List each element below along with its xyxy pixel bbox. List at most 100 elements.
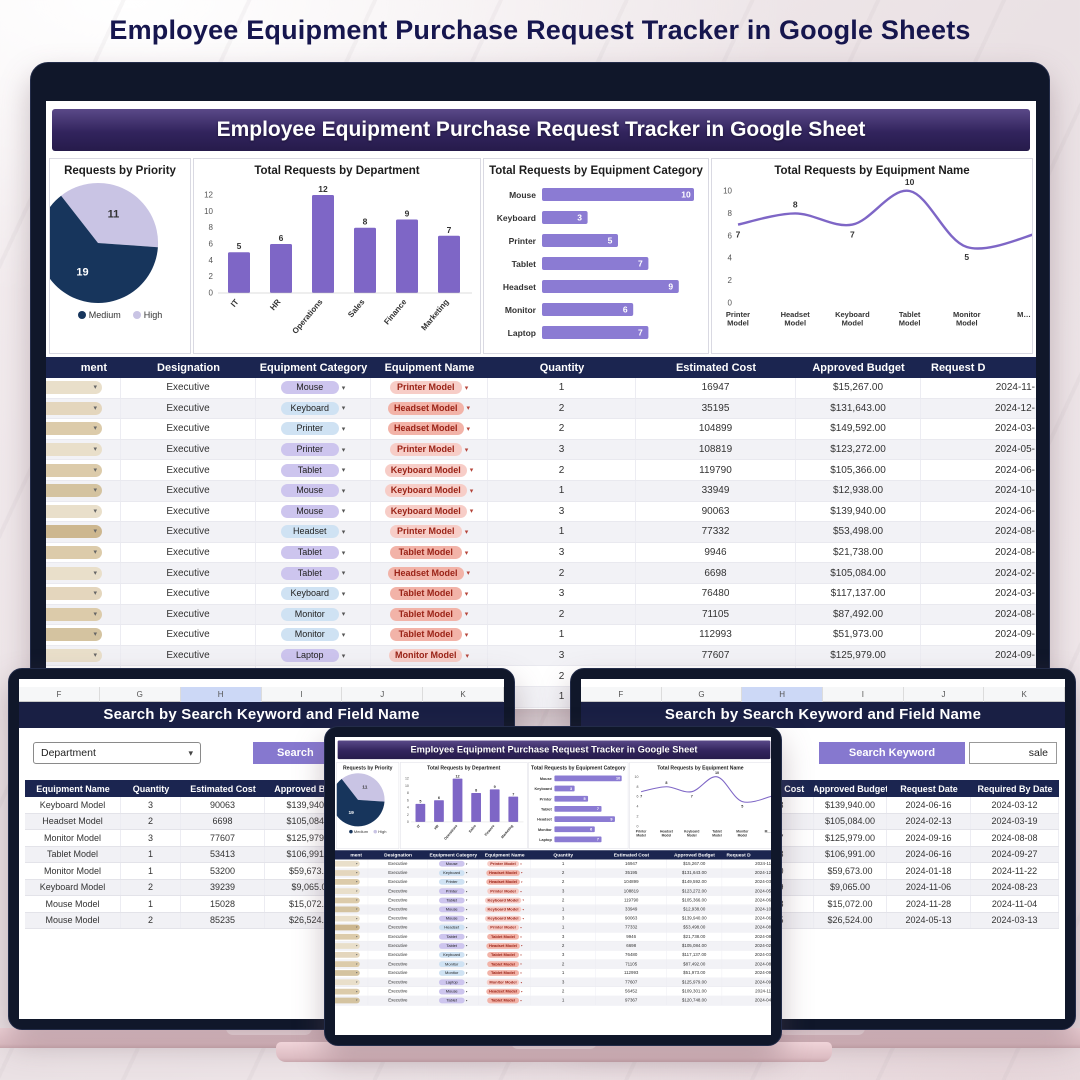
equipment-name-dropdown[interactable]: Keyboard Model (384, 484, 467, 498)
equipment-name-dropdown[interactable]: Keyboard Model (384, 504, 467, 518)
department-dropdown[interactable]: ▾ (46, 463, 102, 477)
department-dropdown[interactable]: ▾ (335, 988, 360, 995)
column-header-I[interactable]: I (823, 687, 904, 702)
column-header-K[interactable]: K (423, 687, 504, 702)
department-dropdown[interactable]: ▾ (335, 961, 360, 967)
department-dropdown[interactable]: ▾ (335, 906, 360, 913)
department-dropdown[interactable]: ▾ (46, 546, 102, 560)
department-dropdown[interactable]: ▾ (335, 897, 360, 904)
department-dropdown[interactable]: ▾ (46, 628, 102, 642)
equipment-name-dropdown[interactable]: Tablet Model (389, 628, 462, 642)
department-dropdown[interactable]: ▾ (46, 504, 102, 518)
equipment-category-dropdown[interactable]: Printer (280, 422, 339, 436)
equipment-category-dropdown[interactable]: Tablet (280, 463, 339, 477)
equipment-name-dropdown[interactable]: Printer Model (487, 888, 519, 895)
equipment-category-dropdown[interactable]: Mouse (280, 484, 339, 498)
equipment-name-dropdown[interactable]: Tablet Model (487, 952, 519, 958)
equipment-category-dropdown[interactable]: Mouse (438, 915, 465, 922)
equipment-name-dropdown[interactable]: Headset Model (486, 942, 520, 949)
equipment-name-dropdown[interactable]: Headset Model (486, 879, 520, 885)
equipment-category-dropdown[interactable]: Monitor (438, 970, 465, 977)
column-header-K[interactable]: K (984, 687, 1065, 702)
equipment-category-dropdown[interactable]: Laptop (280, 649, 339, 663)
equipment-name-dropdown[interactable]: Headset Model (486, 870, 520, 876)
equipment-name-dropdown[interactable]: Monitor Model (486, 979, 520, 986)
department-dropdown[interactable]: ▾ (335, 861, 360, 867)
equipment-category-dropdown[interactable]: Keyboard (438, 870, 465, 876)
equipment-category-dropdown[interactable]: Printer (438, 879, 465, 885)
column-header-J[interactable]: J (904, 687, 985, 702)
equipment-name-dropdown[interactable]: Tablet Model (487, 997, 519, 1004)
equipment-name-dropdown[interactable]: Headset Model (387, 422, 464, 436)
department-dropdown[interactable]: ▾ (335, 942, 360, 949)
department-dropdown[interactable]: ▾ (335, 879, 360, 885)
column-header-G[interactable]: G (100, 687, 181, 702)
department-dropdown[interactable]: ▾ (335, 915, 360, 922)
department-dropdown[interactable]: ▾ (46, 443, 102, 457)
equipment-name-dropdown[interactable]: Tablet Model (389, 607, 462, 621)
equipment-name-dropdown[interactable]: Printer Model (487, 861, 519, 867)
equipment-category-dropdown[interactable]: Tablet (438, 897, 465, 904)
equipment-name-dropdown[interactable]: Keyboard Model (484, 906, 522, 913)
equipment-category-dropdown[interactable]: Laptop (438, 979, 465, 986)
equipment-category-dropdown[interactable]: Tablet (280, 566, 339, 580)
column-header-H[interactable]: H (742, 687, 823, 702)
equipment-category-dropdown[interactable]: Tablet (438, 942, 465, 949)
equipment-category-dropdown[interactable]: Headset (280, 525, 339, 539)
department-dropdown[interactable]: ▾ (46, 607, 102, 621)
equipment-category-dropdown[interactable]: Keyboard (280, 587, 339, 601)
column-header-I[interactable]: I (262, 687, 343, 702)
search-keyword-input[interactable]: sale (969, 742, 1057, 764)
equipment-category-dropdown[interactable]: Keyboard (280, 401, 339, 415)
equipment-name-dropdown[interactable]: Printer Model (389, 525, 462, 539)
equipment-category-dropdown[interactable]: Monitor (280, 607, 339, 621)
equipment-name-dropdown[interactable]: Printer Model (389, 381, 462, 395)
column-header-F[interactable]: F (19, 687, 100, 702)
equipment-category-dropdown[interactable]: Monitor (280, 628, 339, 642)
equipment-name-dropdown[interactable]: Tablet Model (389, 546, 462, 560)
equipment-category-dropdown[interactable]: Headset (438, 924, 465, 931)
equipment-name-dropdown[interactable]: Keyboard Model (484, 915, 522, 922)
equipment-name-dropdown[interactable]: Headset Model (387, 566, 464, 580)
equipment-name-dropdown[interactable]: Printer Model (487, 924, 519, 931)
department-dropdown[interactable]: ▾ (46, 422, 102, 436)
equipment-category-dropdown[interactable]: Tablet (438, 997, 465, 1004)
equipment-name-dropdown[interactable]: Keyboard Model (484, 897, 522, 904)
department-dropdown[interactable]: ▾ (46, 649, 102, 663)
column-header-F[interactable]: F (581, 687, 662, 702)
column-header-J[interactable]: J (342, 687, 424, 702)
department-dropdown[interactable]: ▾ (46, 484, 102, 498)
equipment-category-dropdown[interactable]: Tablet (438, 933, 465, 940)
department-dropdown[interactable]: ▾ (335, 888, 360, 895)
department-dropdown[interactable]: ▾ (335, 970, 360, 977)
equipment-name-dropdown[interactable]: Keyboard Model (384, 463, 467, 477)
department-dropdown[interactable]: ▾ (46, 525, 102, 539)
equipment-category-dropdown[interactable]: Keyboard (438, 952, 465, 958)
equipment-category-dropdown[interactable]: Mouse (438, 988, 465, 995)
department-dropdown[interactable]: ▾ (46, 381, 102, 395)
equipment-name-dropdown[interactable]: Tablet Model (487, 970, 519, 977)
field-name-dropdown[interactable]: Department ▾ (33, 742, 201, 764)
equipment-category-dropdown[interactable]: Printer (438, 888, 465, 895)
equipment-category-dropdown[interactable]: Tablet (280, 546, 339, 560)
equipment-category-dropdown[interactable]: Printer (280, 443, 339, 457)
equipment-name-dropdown[interactable]: Printer Model (389, 443, 462, 457)
equipment-category-dropdown[interactable]: Mouse (280, 381, 339, 395)
department-dropdown[interactable]: ▾ (46, 587, 102, 601)
department-dropdown[interactable]: ▾ (335, 997, 360, 1004)
equipment-name-dropdown[interactable]: Headset Model (486, 988, 520, 995)
column-header-G[interactable]: G (662, 687, 743, 702)
column-header-H[interactable]: H (180, 687, 262, 702)
department-dropdown[interactable]: ▾ (335, 952, 360, 958)
department-dropdown[interactable]: ▾ (46, 566, 102, 580)
equipment-name-dropdown[interactable]: Monitor Model (388, 649, 463, 663)
equipment-name-dropdown[interactable]: Tablet Model (389, 587, 462, 601)
department-dropdown[interactable]: ▾ (46, 401, 102, 415)
department-dropdown[interactable]: ▾ (335, 924, 360, 931)
equipment-category-dropdown[interactable]: Monitor (438, 961, 465, 967)
equipment-name-dropdown[interactable]: Tablet Model (487, 961, 519, 967)
equipment-category-dropdown[interactable]: Mouse (438, 906, 465, 913)
department-dropdown[interactable]: ▾ (335, 933, 360, 940)
department-dropdown[interactable]: ▾ (335, 979, 360, 986)
equipment-category-dropdown[interactable]: Mouse (438, 861, 465, 867)
